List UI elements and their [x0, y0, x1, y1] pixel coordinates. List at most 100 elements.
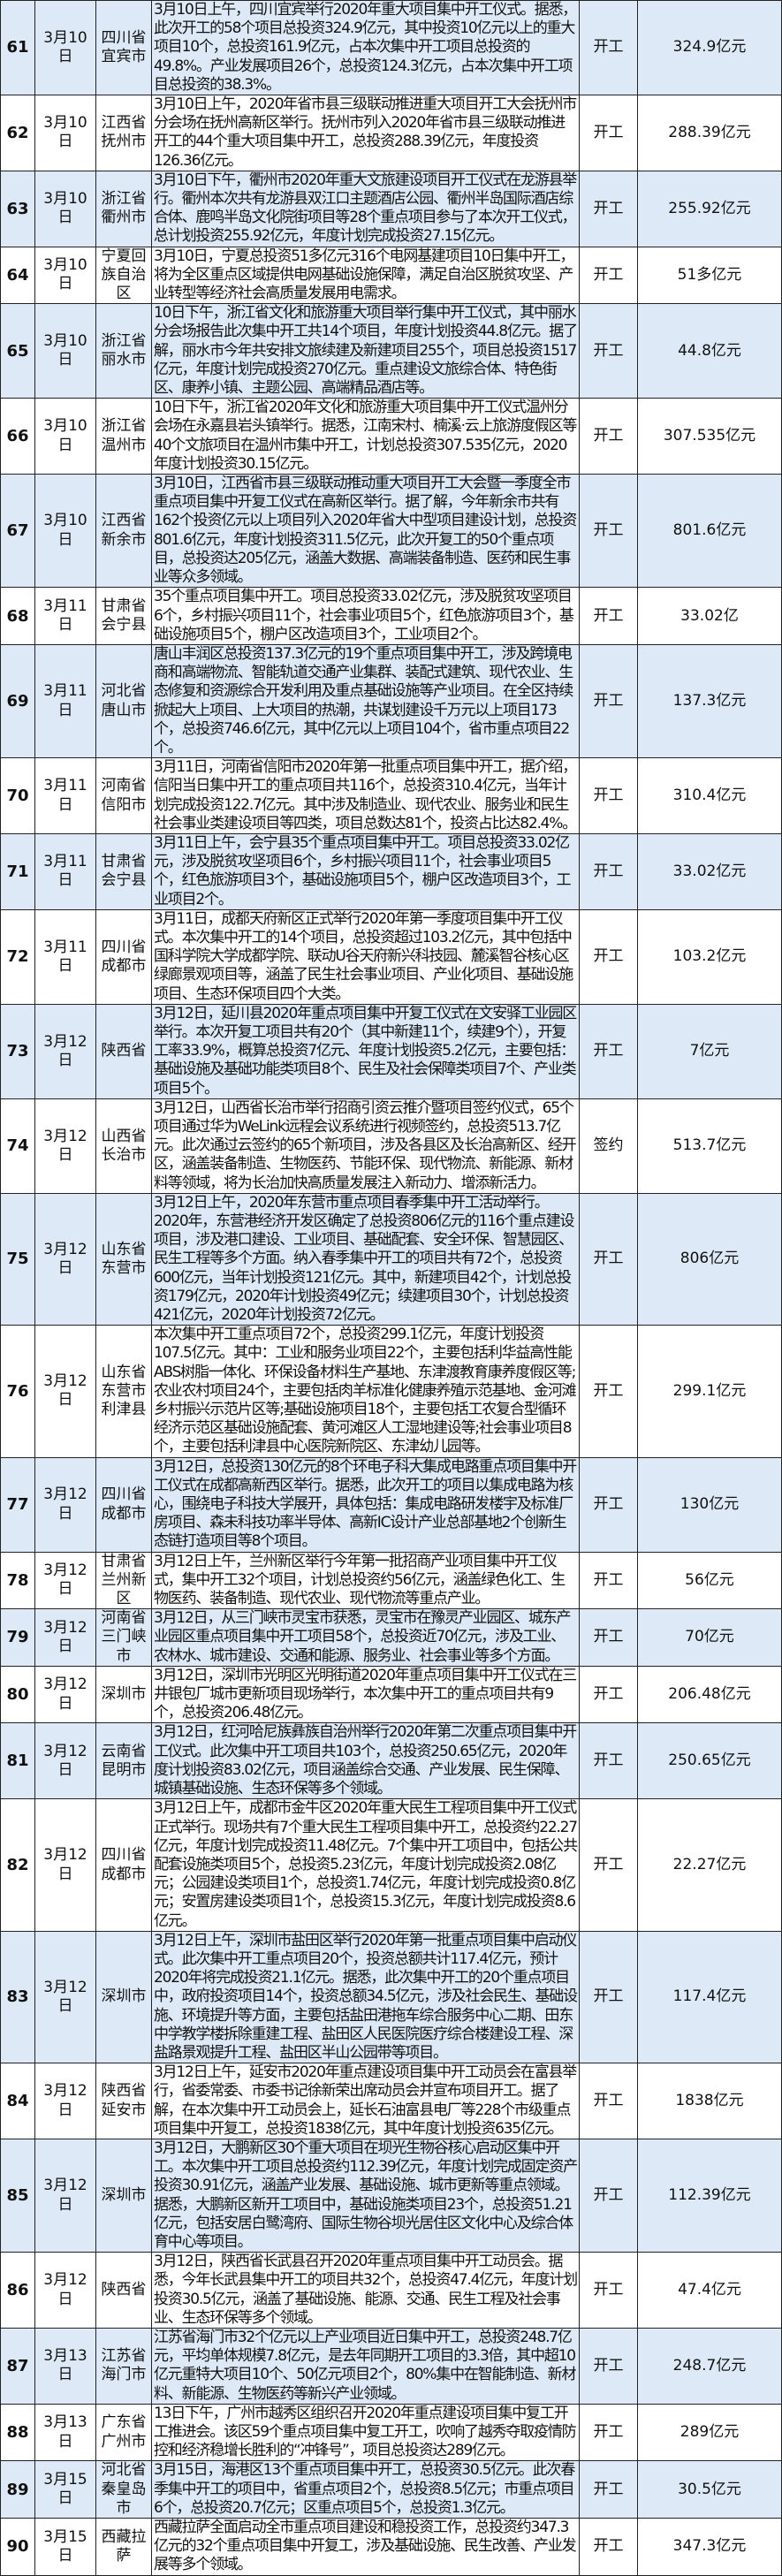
amount-cell: 44.8亿元 — [637, 303, 782, 399]
row-number: 61 — [0, 0, 35, 96]
table-row: 65 3月10日 浙江省丽水市 10日下午，浙江省文化和旅游重大项目举行集中开工仪式，… — [0, 303, 782, 399]
date-cell: 3月12日 — [34, 1722, 96, 1800]
region-cell: 河北省秦皇岛市 — [95, 2460, 152, 2519]
date-cell: 3月11日 — [34, 757, 96, 834]
region-cell: 西藏拉萨 — [95, 2518, 152, 2576]
date-cell: 3月10日 — [34, 95, 96, 171]
region-cell: 陕西省 — [95, 1003, 152, 1099]
date-cell: 3月10日 — [34, 303, 96, 399]
row-number: 63 — [0, 170, 35, 247]
date-cell: 3月11日 — [34, 643, 96, 759]
content-cell: 35个重点项目集中开工。项目总投资33.02亿元，涉及脱贫攻坚项目6个，乡村振兴… — [151, 587, 580, 645]
row-number: 75 — [0, 1192, 35, 1326]
amount-cell: 289亿元 — [637, 2403, 782, 2462]
type-cell: 开工 — [579, 587, 638, 645]
date-cell: 3月12日 — [34, 2252, 96, 2329]
content-cell: 唐山丰润区总投资137.3亿元的19个重点项目集中开工，涉及跨境电商和高端物流、… — [151, 643, 580, 759]
type-cell: 开工 — [579, 246, 638, 305]
amount-cell: 324.9亿元 — [637, 0, 782, 96]
row-number: 66 — [0, 398, 35, 475]
region-cell: 甘肃省兰州新区 — [95, 1551, 152, 1610]
region-cell: 四川省成都市 — [95, 908, 152, 1005]
content-cell: 3月12日，陕西省长武县召开2020年重点项目集中开工动员会。据悉，今年长武县集… — [151, 2252, 580, 2329]
type-cell: 开工 — [579, 1608, 638, 1667]
amount-cell: 47.4亿元 — [637, 2252, 782, 2329]
content-cell: 3月12日，大鹏新区30个重大项目在坝光生物谷核心启动区集中开工。本次集中开工项… — [151, 2138, 580, 2253]
date-cell: 3月15日 — [34, 2518, 96, 2576]
row-number: 77 — [0, 1456, 35, 1553]
table-row: 80 3月12日 深圳市 3月12日，深圳市光明区光明街道2020年重点项目集中开工仪… — [0, 1665, 782, 1724]
date-cell: 3月11日 — [34, 587, 96, 645]
content-cell: 3月11日，成都天府新区正式举行2020年第一季度项目集中开工仪式。本次集中开工… — [151, 908, 580, 1005]
region-cell: 深圳市 — [95, 1930, 152, 2064]
date-cell: 3月12日 — [34, 1798, 96, 1932]
date-cell: 3月13日 — [34, 2327, 96, 2405]
row-number: 86 — [0, 2252, 35, 2329]
type-cell: 开工 — [579, 757, 638, 834]
region-cell: 四川省成都市 — [95, 1456, 152, 1553]
table-row: 74 3月12日 山西省长治市 3月12日，山西省长治市举行招商引资云推介暨项目签约仪… — [0, 1098, 782, 1194]
content-cell: 3月11日，河南省信阳市2020年第一批重点项目集中开工，据介绍，信阳当日集中开… — [151, 757, 580, 834]
region-cell: 山东省东营市 — [95, 1192, 152, 1326]
type-cell: 开工 — [579, 1551, 638, 1610]
table-row: 67 3月10日 江西省新余市 3月10日，江西省市县三级联动推动重大项目开工大会暨一… — [0, 474, 782, 589]
amount-cell: 1838亿元 — [637, 2063, 782, 2139]
amount-cell: 307.535亿元 — [637, 398, 782, 475]
date-cell: 3月12日 — [34, 1608, 96, 1667]
amount-cell: 117.4亿元 — [637, 1930, 782, 2064]
type-cell: 开工 — [579, 1003, 638, 1099]
region-cell: 河南省信阳市 — [95, 757, 152, 834]
row-number: 73 — [0, 1003, 35, 1099]
amount-cell: 206.48亿元 — [637, 1665, 782, 1724]
date-cell: 3月10日 — [34, 246, 96, 305]
row-number: 84 — [0, 2063, 35, 2139]
content-cell: 西藏拉萨全面启动全市重点项目建设和稳投资工作，总投资约347.3亿元的32个重点… — [151, 2518, 580, 2576]
amount-cell: 513.7亿元 — [637, 1098, 782, 1194]
date-cell: 3月11日 — [34, 832, 96, 910]
table-row: 75 3月12日 山东省东营市 3月12日上午，2020年东营市重点项目春季集中开工活… — [0, 1192, 782, 1326]
date-cell: 3月12日 — [34, 1665, 96, 1724]
table-row: 82 3月12日 四川省成都市 3月12日上午，成都市金牛区2020年重大民生工程项目… — [0, 1798, 782, 1932]
row-number: 67 — [0, 474, 35, 589]
content-cell: 3月10日，宁夏总投资51多亿元316个电网基建项目10日集中开工，将为全区重点… — [151, 246, 580, 305]
table-row: 64 3月10日 宁夏回族自治区 3月10日，宁夏总投资51多亿元316个电网基建项目… — [0, 246, 782, 305]
date-cell: 3月12日 — [34, 1456, 96, 1553]
row-number: 74 — [0, 1098, 35, 1194]
date-cell: 3月10日 — [34, 474, 96, 589]
row-number: 90 — [0, 2518, 35, 2576]
amount-cell: 70亿元 — [637, 1608, 782, 1667]
date-cell: 3月12日 — [34, 2138, 96, 2253]
region-cell: 河南省三门峡市 — [95, 1608, 152, 1667]
amount-cell: 33.02亿元 — [637, 832, 782, 910]
table-row: 85 3月12日 深圳市 3月12日，大鹏新区30个重大项目在坝光生物谷核心启动区集中… — [0, 2138, 782, 2253]
region-cell: 四川省成都市 — [95, 1798, 152, 1932]
amount-cell: 801.6亿元 — [637, 474, 782, 589]
date-cell: 3月10日 — [34, 170, 96, 247]
content-cell: 3月12日上午，深圳市盐田区举行2020年第一批重点项目集中启动仪式。此次集中开… — [151, 1930, 580, 2064]
type-cell: 开工 — [579, 2327, 638, 2405]
date-cell: 3月12日 — [34, 1003, 96, 1099]
content-cell: 3月10日上午，四川宜宾举行2020年重大项目集中开工仪式。据悉，此次开工的58… — [151, 0, 580, 96]
type-cell: 开工 — [579, 908, 638, 1005]
type-cell: 开工 — [579, 1722, 638, 1800]
row-number: 82 — [0, 1798, 35, 1932]
type-cell: 开工 — [579, 1456, 638, 1553]
region-cell: 江西省新余市 — [95, 474, 152, 589]
row-number: 81 — [0, 1722, 35, 1800]
amount-cell: 103.2亿元 — [637, 908, 782, 1005]
date-cell: 3月12日 — [34, 1325, 96, 1458]
content-cell: 3月12日，延川县2020年重点项目集中开复工仪式在文安驿工业园区举行。本次开复… — [151, 1003, 580, 1099]
content-cell: 3月10日下午，衢州市2020年重大文旅建设项目开工仪式在龙游县举行。衢州本次共… — [151, 170, 580, 247]
content-cell: 3月12日上午，2020年东营市重点项目春季集中开工活动举行。2020年，东营港… — [151, 1192, 580, 1326]
table-row: 86 3月12日 陕西省 3月12日，陕西省长武县召开2020年重点项目集中开工动员会… — [0, 2252, 782, 2329]
content-cell: 3月12日，深圳市光明区光明街道2020年重点项目集中开工仪式在三井银包厂城市更… — [151, 1665, 580, 1724]
row-number: 70 — [0, 757, 35, 834]
region-cell: 陕西省延安市 — [95, 2063, 152, 2139]
region-cell: 甘肃省会宁县 — [95, 832, 152, 910]
table-row: 89 3月15日 河北省秦皇岛市 3月15日，海港区13个重点项目集中开工，总投资30… — [0, 2460, 782, 2519]
type-cell: 开工 — [579, 643, 638, 759]
region-cell: 江苏省海门市 — [95, 2327, 152, 2405]
type-cell: 开工 — [579, 398, 638, 475]
